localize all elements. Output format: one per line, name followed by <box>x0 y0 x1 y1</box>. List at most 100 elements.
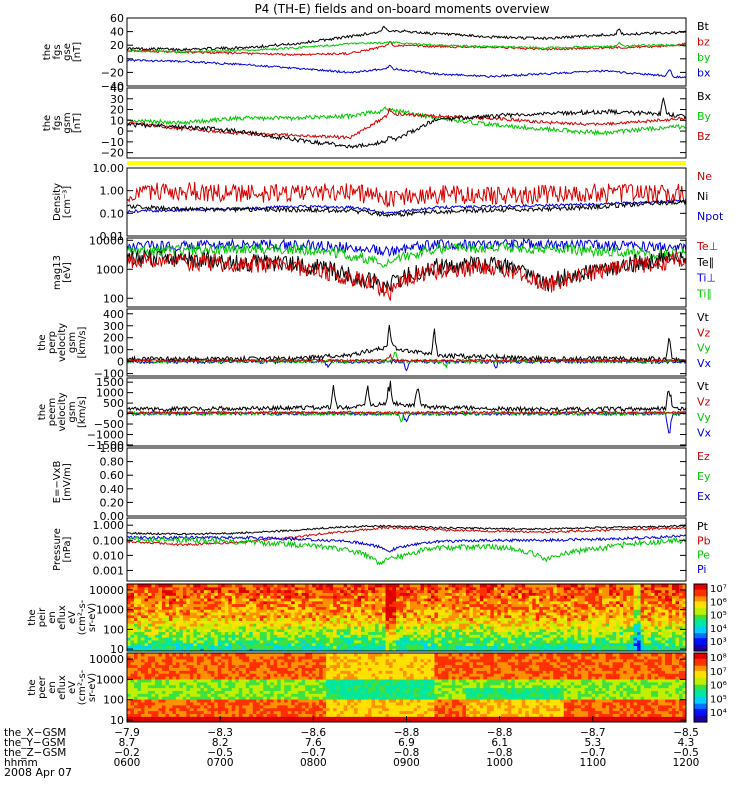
legend-entry: Pi <box>697 563 706 576</box>
colorbar-tick-label: 10⁶ <box>710 597 727 608</box>
y-tick-label: −20 <box>101 66 124 79</box>
y-tick-label: 10.00 <box>93 162 125 175</box>
legend-entry: Pt <box>697 520 709 533</box>
series-line-pressure-1 <box>127 527 686 546</box>
panel-density: 10.001.000.100.01Density [cm⁻³]NeNiNpot <box>52 162 724 243</box>
y-tick-label: 100 <box>103 694 124 707</box>
legend-entry: Ti∥ <box>696 287 712 300</box>
y-tick-label: 100 <box>103 292 124 305</box>
colorbar-tick-label: 10³ <box>710 637 727 648</box>
legend-entry: Ex <box>697 490 711 503</box>
legend-entry: Vt <box>697 311 710 324</box>
y-axis-label: sr-eV) <box>87 603 98 632</box>
y-tick-label: 10000 <box>89 584 124 597</box>
colorbar-peer-spec: 10⁸10⁷10⁶10⁵10⁴ <box>694 653 727 723</box>
legend-entry: Bz <box>697 130 711 143</box>
y-axis-label: [eV] <box>62 262 73 283</box>
chart-title: P4 (TH-E) fields and on-board moments ov… <box>254 2 549 16</box>
panel-fgs-gse: 6040200−20−40the fgs gse [nT]Btbzbybx <box>42 12 711 93</box>
x-tick-label: 0600 <box>114 757 141 769</box>
x-tick-label: 0700 <box>207 757 234 769</box>
y-tick-label: 1.000 <box>93 519 125 532</box>
panel-temperature: 10000 1000 100 mag13 [eV] Te⊥ Te∥ Ti⊥ Ti∥ <box>52 234 718 307</box>
legend-entry: Vt <box>697 380 710 393</box>
y-tick-label: 0.100 <box>93 534 125 547</box>
panel-peer-spec: 10⁸ 10⁷ 10⁶ 10⁵ 10⁴ 10000 1000 100 10 the peer en ef… <box>27 653 727 727</box>
y-tick-label: 0.010 <box>93 549 125 562</box>
y-tick-label: 40 <box>110 26 124 39</box>
legend-entry: Ti⊥ <box>696 272 716 285</box>
y-axis-label: [km/s] <box>77 326 88 358</box>
legend-entry: Te∥ <box>696 256 714 269</box>
colorbar-tick-label: 10⁴ <box>710 708 727 719</box>
legend-entry: bx <box>697 67 711 80</box>
y-axis-label: sr-eV) <box>87 673 98 702</box>
legend-entry: by <box>697 51 711 64</box>
y-tick-label: 10 <box>110 714 124 727</box>
y-tick-label: 20 <box>110 39 124 52</box>
x-tick-label: 1100 <box>579 757 606 769</box>
y-tick-label: 0.20 <box>100 496 125 509</box>
y-tick-label: −20 <box>101 147 124 160</box>
x-tick-label: 0800 <box>300 757 327 769</box>
legend-entry: Vz <box>697 396 711 409</box>
series-line-fgs-gse-3 <box>127 59 686 78</box>
legend-entry: Ni <box>697 190 708 203</box>
legend-entry: Pb <box>697 534 711 547</box>
legend-entry: Vy <box>697 342 711 355</box>
y-tick-label: 0.001 <box>93 565 125 578</box>
y-tick-label: 0.10 <box>100 207 125 220</box>
y-tick-label: 1000 <box>96 604 124 617</box>
y-tick-label: 0.40 <box>100 483 125 496</box>
legend-entry: Vz <box>697 326 711 339</box>
y-axis-label: [cm⁻³] <box>62 186 73 218</box>
legend-entry: Ne <box>697 170 712 183</box>
panel-stack: 6040200−20−40the fgs gse [nT]Btbzbybx403020… <box>27 12 727 727</box>
y-tick-label: 100 <box>103 623 124 636</box>
y-tick-label: 1.00 <box>100 185 125 198</box>
x-tick-label: 0900 <box>393 757 420 769</box>
y-tick-label: 1.00 <box>100 442 125 455</box>
series-line-density-2 <box>127 200 686 216</box>
panel-efield: 1.000.800.600.400.200.00E=−VxB [mV/m]EzEy… <box>52 442 711 523</box>
colorbar-peir-spec: 10⁷10⁶10⁵10⁴10³ <box>694 584 727 652</box>
date-label: 2008 Apr 07 <box>4 766 72 779</box>
legend-entry: Npot <box>697 210 724 223</box>
colorbar-tick-label: 10⁴ <box>710 624 727 635</box>
panel-peir-spec: 10⁷ 10⁶ 10⁵ 10⁴ 10³ 10000 1000 100 10 the peir en ef… <box>27 584 727 656</box>
x-axis-table: the_X−GSM −7.9 −8.3 −8.6 −8.8 −8.8 −8.7 −8.5the… <box>4 716 699 769</box>
status-bar <box>127 161 686 165</box>
panel-fgs-gsm: 403020100−10−20the fgs gsm [nT]BxByBz <box>42 82 712 160</box>
series-line-velocity-peem-3 <box>127 381 686 412</box>
legend-entry: Vx <box>697 427 712 440</box>
y-tick-label: 1000 <box>96 673 124 686</box>
x-tick-label: 1200 <box>673 757 700 769</box>
legend-entry: Bx <box>697 90 712 103</box>
colorbar-tick-label: 10⁶ <box>710 681 727 692</box>
legend-entry: Vx <box>697 357 712 370</box>
colorbar-tick-label: 10⁷ <box>710 667 727 678</box>
series-line-fgs-gsm-2 <box>127 98 686 148</box>
y-axis-label: [nT] <box>72 42 83 62</box>
legend-entry: bz <box>697 36 710 49</box>
panel-status-bar <box>127 161 686 165</box>
y-tick-label: 0.60 <box>100 469 125 482</box>
legend-entry: Ez <box>697 450 710 463</box>
legend-entry: By <box>697 110 712 123</box>
y-tick-label: 10000 <box>89 653 124 666</box>
x-tick-label: 1000 <box>486 757 513 769</box>
legend-entry: Vy <box>697 411 711 424</box>
y-tick-label: 0 <box>117 53 124 66</box>
series-line-velocity-perp-2 <box>127 325 686 362</box>
legend-entry: Pe <box>697 549 710 562</box>
colorbar-tick-label: 10⁸ <box>710 653 727 664</box>
legend-entry: Bt <box>697 20 710 33</box>
y-tick-label: 0.80 <box>100 456 125 469</box>
series-line-pressure-3 <box>127 537 686 565</box>
y-axis-label: [nPa] <box>62 536 73 562</box>
y-tick-label: 10000 <box>89 234 124 247</box>
colorbar-tick-label: 10⁷ <box>710 584 727 595</box>
